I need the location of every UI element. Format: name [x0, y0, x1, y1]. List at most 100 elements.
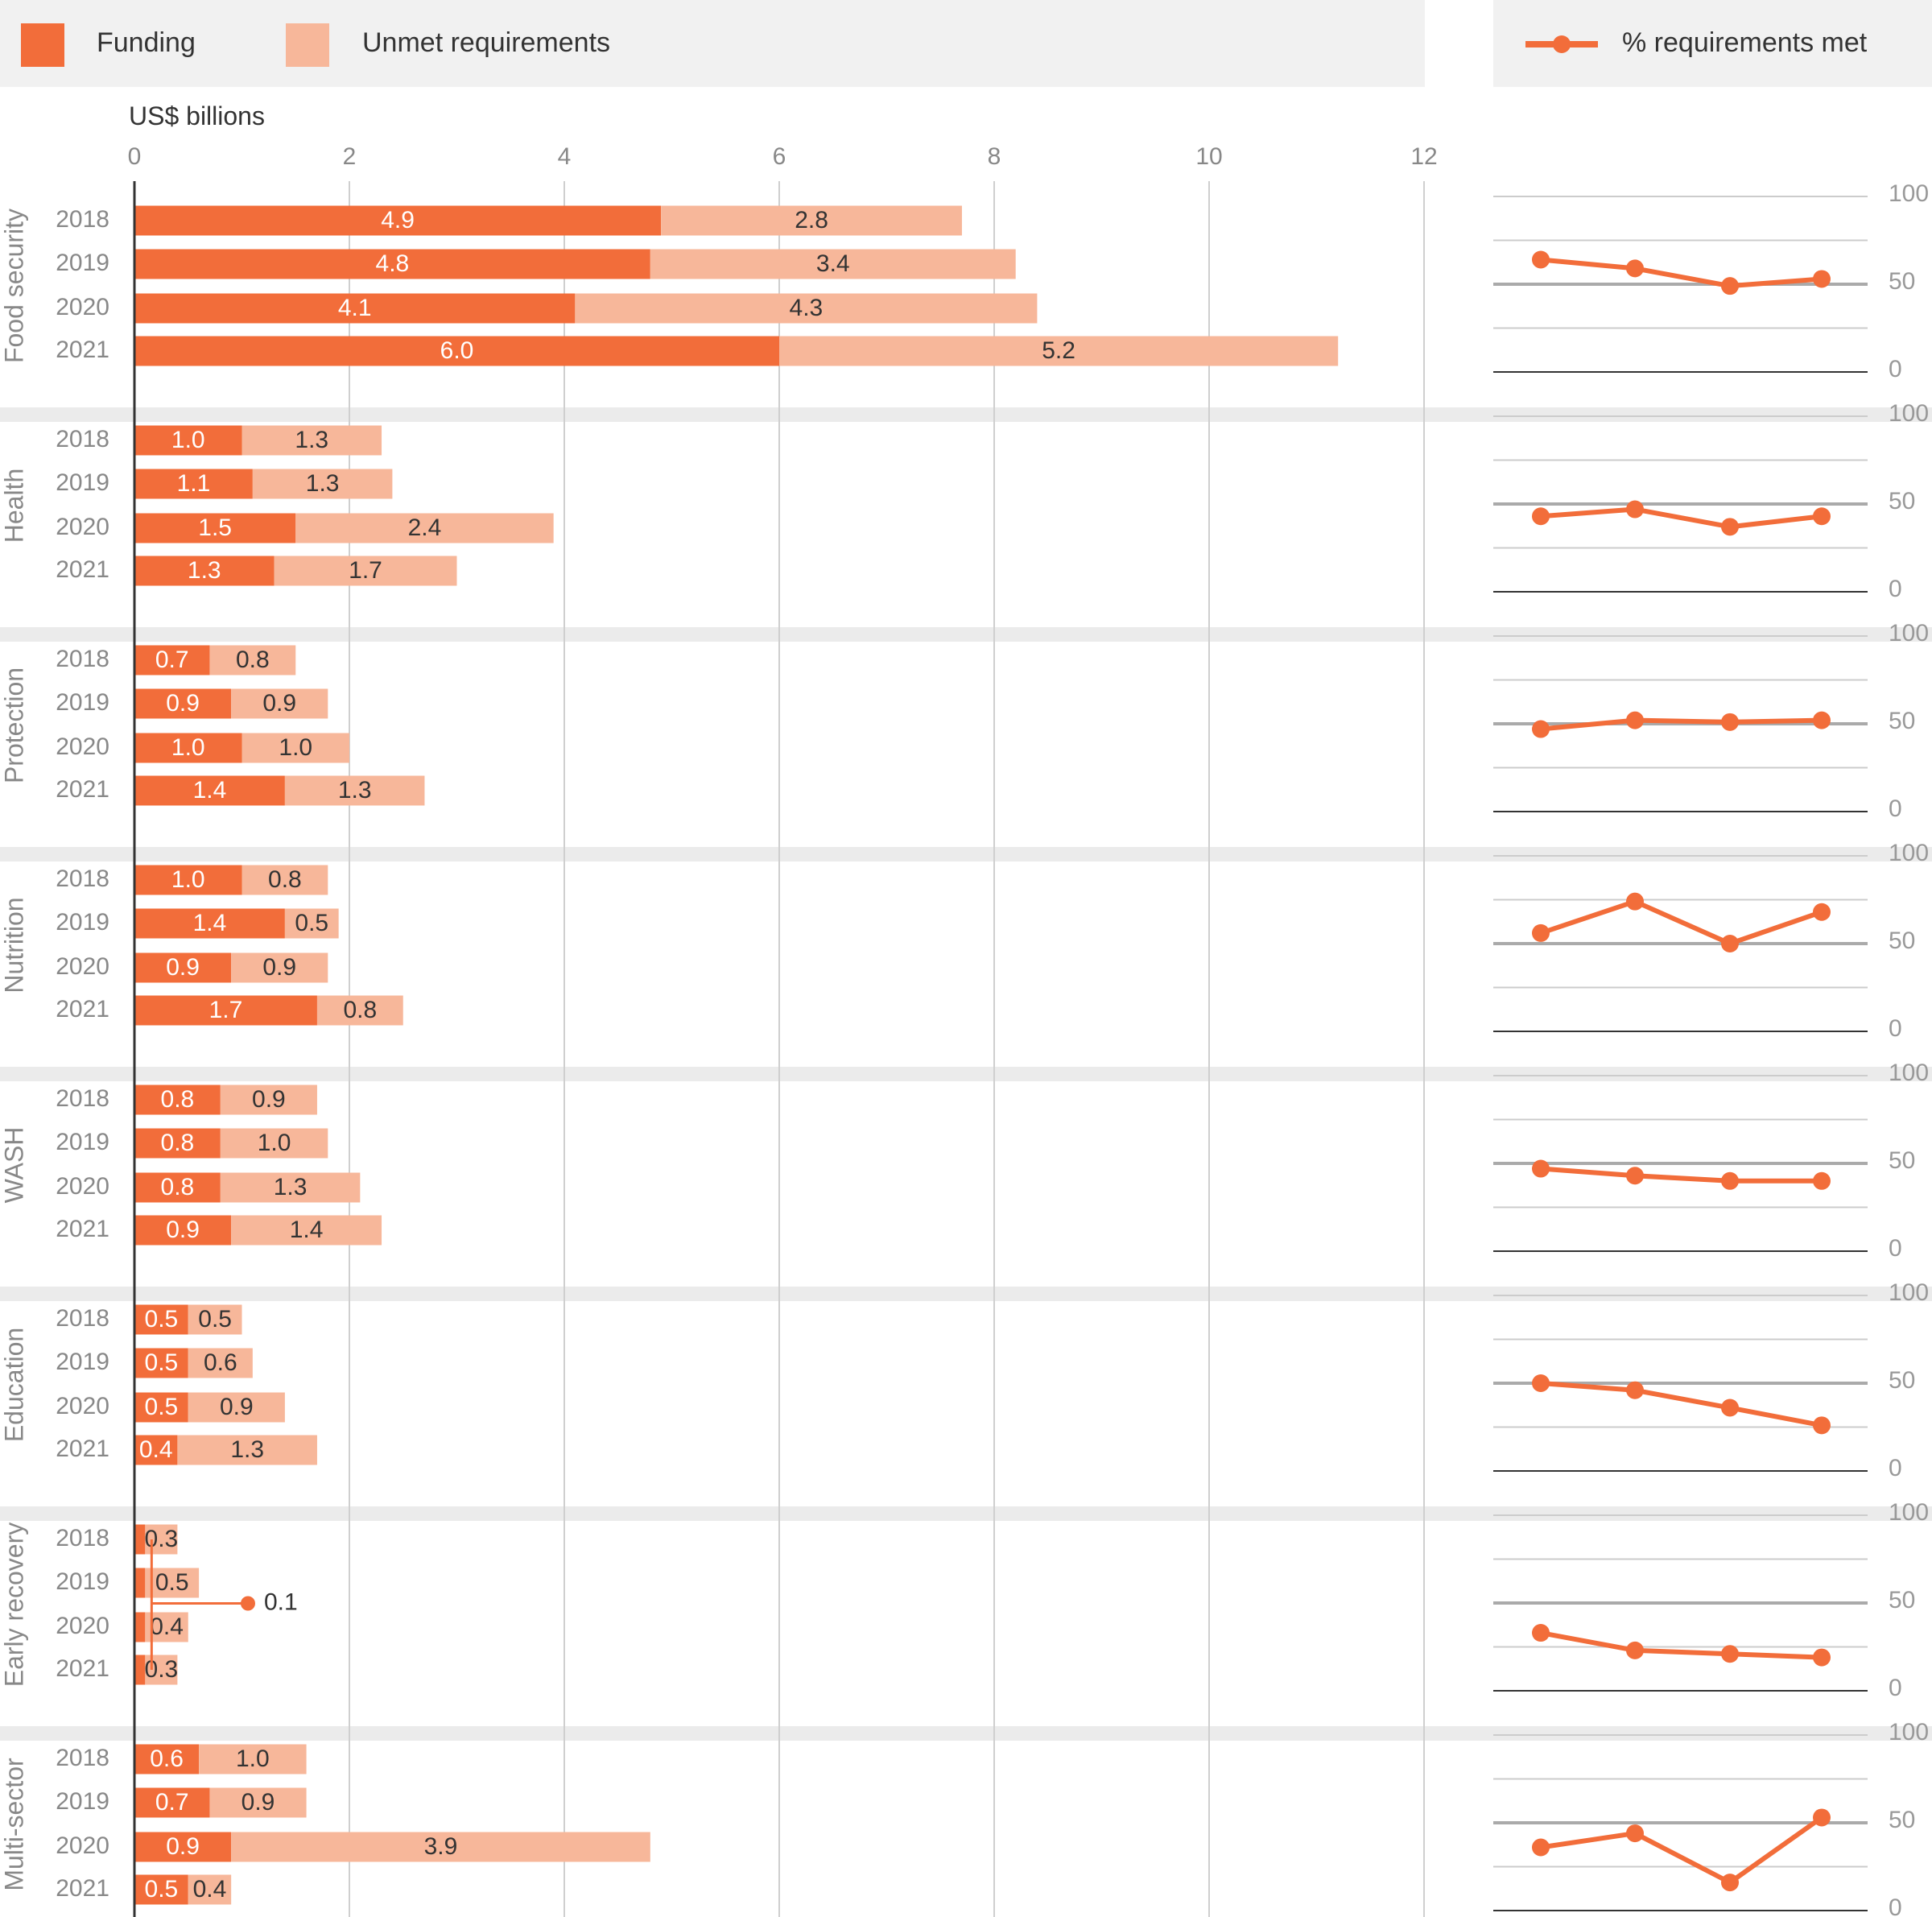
pct-point — [1721, 935, 1739, 952]
pct-point — [1813, 1808, 1831, 1827]
pct-point — [1813, 507, 1831, 526]
line-y-tick-label: 50 — [1889, 1807, 1915, 1833]
line-y-tick-label: 0 — [1889, 1235, 1902, 1262]
unmet-swatch — [286, 23, 329, 67]
unmet-value-label: 1.3 — [306, 470, 340, 497]
funding-bar — [134, 556, 275, 586]
unmet-bar — [231, 1832, 650, 1862]
funding-value-label: 4.9 — [381, 207, 415, 233]
pct-point — [1813, 1416, 1831, 1435]
group-label: Nutrition — [0, 897, 28, 993]
year-label: 2020 — [56, 294, 109, 320]
year-label: 2020 — [56, 1832, 109, 1859]
funding-bar — [134, 1612, 146, 1642]
x-tick-label: 2 — [343, 143, 357, 170]
unmet-bar — [188, 1348, 253, 1378]
line-marker-icon — [1525, 35, 1598, 53]
year-label: 2019 — [56, 909, 109, 936]
pct-point — [1626, 1641, 1644, 1659]
funding-value-label: 1.1 — [177, 470, 211, 497]
unmet-value-label: 0.5 — [198, 1306, 232, 1332]
line-y-tick-label: 0 — [1889, 576, 1902, 602]
year-label: 2021 — [56, 1875, 109, 1902]
unmet-bar — [220, 1172, 361, 1203]
funding-bar — [134, 1348, 188, 1378]
unmet-legend-label: Unmet requirements — [362, 27, 611, 58]
year-label: 2020 — [56, 1173, 109, 1200]
year-label: 2021 — [56, 1436, 109, 1462]
group-separator — [0, 1067, 1932, 1081]
unmet-value-label: 0.9 — [262, 690, 296, 717]
funding-value-label: 0.7 — [155, 1789, 189, 1816]
unmet-value-label: 1.0 — [258, 1130, 291, 1156]
line-y-tick-label: 50 — [1889, 488, 1915, 514]
unmet-bar — [231, 1215, 382, 1246]
funding-value-label: 4.1 — [338, 295, 372, 321]
x-tick-label: 4 — [558, 143, 572, 170]
pct-point — [1626, 1824, 1644, 1843]
funding-value-label: 0.5 — [145, 1349, 179, 1376]
x-tick-label: 10 — [1195, 143, 1222, 170]
year-label: 2021 — [56, 556, 109, 583]
pct-point — [1626, 259, 1644, 278]
funding-value-label: 0.4 — [139, 1436, 173, 1463]
funding-bar — [134, 1085, 221, 1115]
line-y-tick-label: 100 — [1889, 1719, 1929, 1746]
pct-point — [1813, 1648, 1831, 1667]
callout-label: 0.1 — [264, 1589, 298, 1615]
funding-bar — [134, 1568, 146, 1598]
unmet-bar — [284, 775, 425, 806]
pct-line-food-security — [1540, 257, 1823, 289]
pct-point — [1532, 1159, 1550, 1178]
line-y-tick-label: 50 — [1889, 268, 1915, 295]
unmet-bar — [274, 556, 457, 586]
year-label: 2021 — [56, 337, 109, 363]
x-tick-label: 8 — [988, 143, 1001, 170]
pct-line-health — [1540, 506, 1823, 530]
callout-dot — [241, 1596, 255, 1611]
pct-line-education — [1540, 1381, 1823, 1428]
funding-bar — [134, 733, 242, 763]
unmet-bar — [295, 513, 554, 543]
legend-bar: Funding Unmet requirements — [0, 0, 1425, 87]
year-label: 2018 — [56, 866, 109, 892]
line-y-tick-label: 100 — [1889, 1060, 1929, 1086]
unmet-bar — [252, 469, 393, 499]
unmet-value-label: 0.9 — [262, 954, 296, 981]
funding-value-label: 0.8 — [161, 1174, 195, 1200]
funding-bar — [134, 1304, 188, 1335]
funding-bar — [134, 1215, 232, 1246]
pct-point — [1721, 1645, 1739, 1663]
unmet-value-label: 0.8 — [236, 647, 270, 673]
line-y-tick-label: 0 — [1889, 795, 1902, 822]
unmet-value-label: 1.7 — [349, 557, 382, 584]
funding-bar — [134, 1435, 178, 1465]
unmet-value-label: 0.9 — [252, 1086, 286, 1113]
unmet-bar — [284, 908, 339, 939]
year-label: 2021 — [56, 1216, 109, 1242]
year-label: 2018 — [56, 646, 109, 672]
funding-bar — [134, 1787, 210, 1818]
funding-value-label: 1.4 — [193, 910, 227, 936]
pct-point — [1721, 518, 1739, 536]
line-y-tick-label: 50 — [1889, 928, 1915, 954]
funding-value-label: 0.9 — [166, 954, 200, 981]
unmet-value-label: 1.0 — [236, 1746, 270, 1772]
year-label: 2019 — [56, 1349, 109, 1375]
year-label: 2019 — [56, 1129, 109, 1155]
year-label: 2019 — [56, 1568, 109, 1595]
unmet-bar — [220, 1128, 328, 1159]
year-label: 2019 — [56, 1788, 109, 1815]
funding-bar — [134, 249, 650, 279]
pct-point — [1813, 1171, 1831, 1190]
year-label: 2021 — [56, 776, 109, 803]
year-label: 2018 — [56, 426, 109, 452]
funding-value-label: 0.8 — [161, 1086, 195, 1113]
pct-point — [1721, 277, 1739, 295]
x-tick-label: 6 — [773, 143, 786, 170]
line-y-tick-label: 100 — [1889, 840, 1929, 866]
group-label: Protection — [0, 667, 28, 783]
unmet-bar — [145, 1568, 200, 1598]
pct-point — [1721, 713, 1739, 731]
pct-point — [1626, 1167, 1644, 1185]
